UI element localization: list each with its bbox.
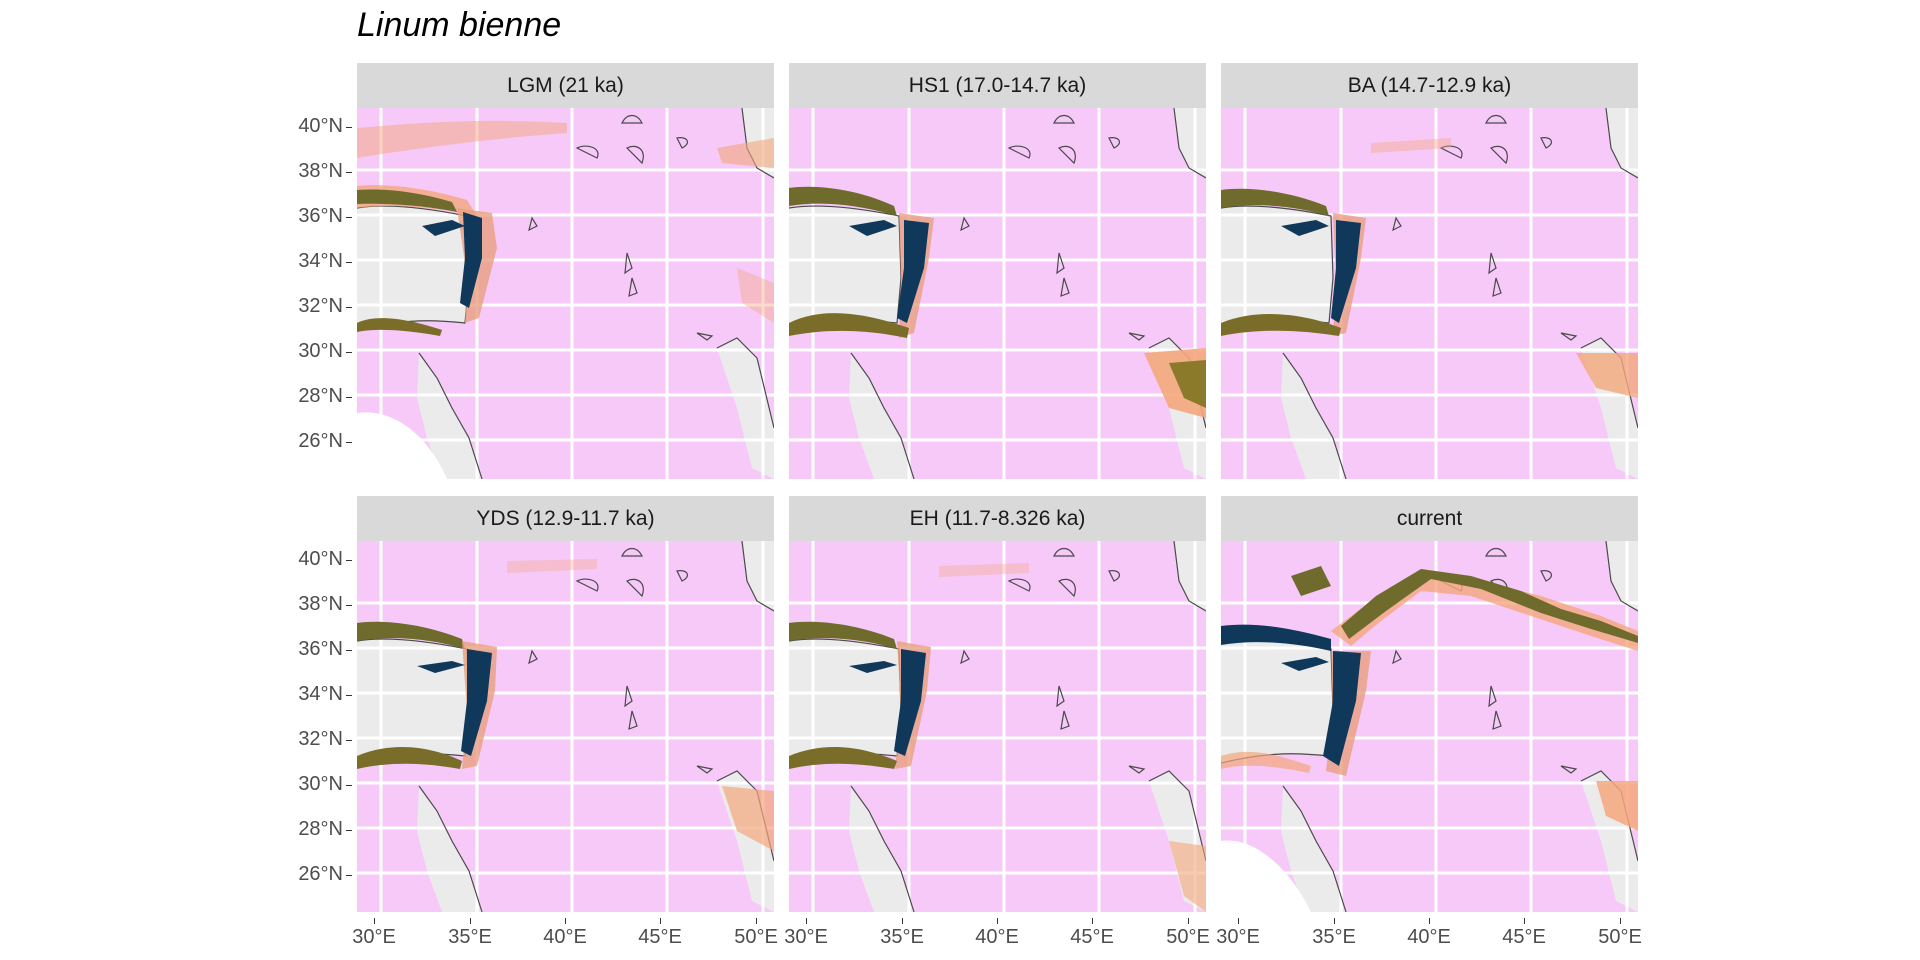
x-tick-label: 30°E xyxy=(334,918,414,949)
y-tick-label: 34°N xyxy=(273,683,352,706)
y-tick-label: 36°N xyxy=(273,205,352,228)
x-tick-label: 40°E xyxy=(525,918,605,949)
x-tick-label: 30°E xyxy=(766,918,846,949)
y-tick-label: 34°N xyxy=(273,250,352,273)
y-tick-label: 26°N xyxy=(273,863,352,886)
y-tick-label: 30°N xyxy=(273,773,352,796)
figure-title: Linum bienne xyxy=(357,6,562,44)
x-tick-label: 40°E xyxy=(1389,918,1469,949)
x-tick-label: 50°E xyxy=(716,918,796,949)
panel-map xyxy=(789,108,1206,479)
panel-strip-label: HS1 (17.0-14.7 ka) xyxy=(789,63,1206,108)
suitability-layer xyxy=(789,186,1206,418)
panel-lgm: LGM (21 ka) xyxy=(357,63,774,479)
x-tick-label: 30°E xyxy=(1198,918,1278,949)
x-tick-label: 45°E xyxy=(1052,918,1132,949)
panel-map xyxy=(357,541,774,912)
y-tick-label: 32°N xyxy=(273,728,352,751)
suitability-layer xyxy=(357,120,774,336)
suitability-layer xyxy=(357,559,774,851)
panel-strip-label: current xyxy=(1221,496,1638,541)
panel-eh: EH (11.7-8.326 ka) xyxy=(789,496,1206,912)
panel-strip-label: EH (11.7-8.326 ka) xyxy=(789,496,1206,541)
x-tick-label: 35°E xyxy=(430,918,510,949)
panel-yds: YDS (12.9-11.7 ka) xyxy=(357,496,774,912)
x-tick-label: 35°E xyxy=(1294,918,1374,949)
suitability-layer xyxy=(1221,566,1638,831)
y-tick-label: 28°N xyxy=(273,818,352,841)
no-data-area xyxy=(1221,840,1311,912)
y-tick-label: 32°N xyxy=(273,295,352,318)
panel-map xyxy=(1221,108,1638,479)
panel-map xyxy=(357,108,774,479)
no-data-area xyxy=(357,412,447,479)
x-tick-label: 45°E xyxy=(620,918,700,949)
y-tick-label: 30°N xyxy=(273,340,352,363)
y-tick-label: 40°N xyxy=(273,115,352,138)
x-tick-label: 50°E xyxy=(1148,918,1228,949)
x-tick-label: 45°E xyxy=(1484,918,1564,949)
panel-map xyxy=(1221,541,1638,912)
x-tick-label: 50°E xyxy=(1580,918,1660,949)
panel-strip-label: LGM (21 ka) xyxy=(357,63,774,108)
suitability-layer xyxy=(1221,138,1638,398)
y-tick-label: 26°N xyxy=(273,430,352,453)
panel-map xyxy=(789,541,1206,912)
x-tick-label: 40°E xyxy=(957,918,1037,949)
panel-ba: BA (14.7-12.9 ka) xyxy=(1221,63,1638,479)
suitability-layer xyxy=(789,563,1206,912)
panel-strip-label: YDS (12.9-11.7 ka) xyxy=(357,496,774,541)
y-tick-label: 28°N xyxy=(273,385,352,408)
panel-current: current xyxy=(1221,496,1638,912)
x-tick-label: 35°E xyxy=(862,918,942,949)
panel-strip-label: BA (14.7-12.9 ka) xyxy=(1221,63,1638,108)
y-tick-label: 40°N xyxy=(273,548,352,571)
y-tick-label: 38°N xyxy=(273,593,352,616)
panel-hs1: HS1 (17.0-14.7 ka) xyxy=(789,63,1206,479)
y-tick-label: 36°N xyxy=(273,638,352,661)
y-tick-label: 38°N xyxy=(273,160,352,183)
